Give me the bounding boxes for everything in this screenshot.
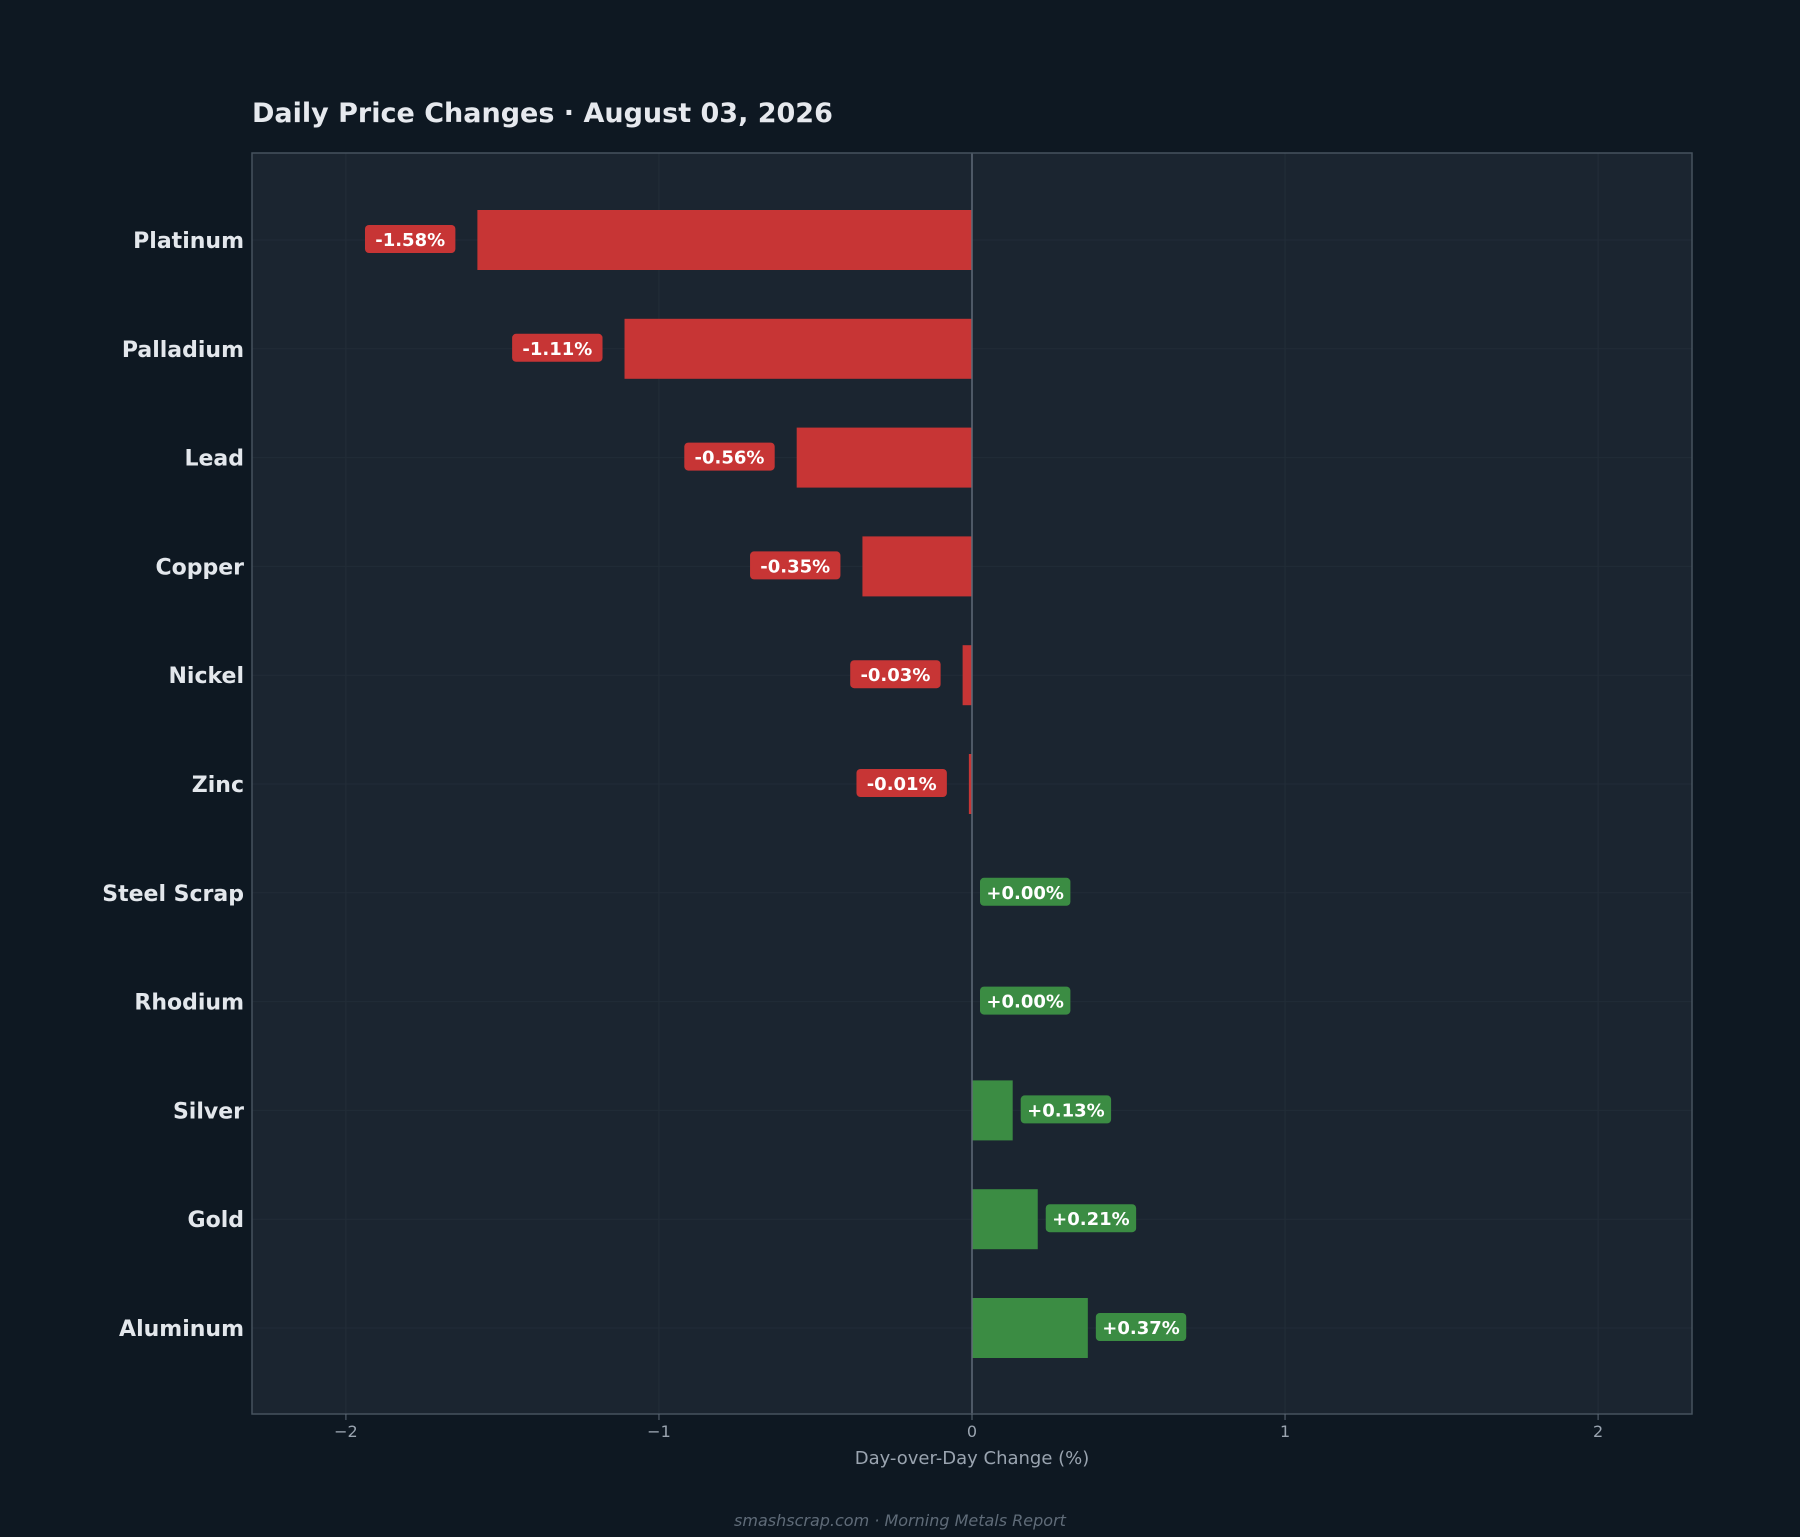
value-label-box xyxy=(1045,1204,1137,1233)
x-tick-label: −1 xyxy=(647,1422,671,1441)
x-tick-label: 0 xyxy=(967,1422,977,1441)
value-label-text: +0.37% xyxy=(1102,1318,1180,1339)
value-label-box xyxy=(364,225,456,253)
value-label-box xyxy=(684,442,775,471)
bar-platinum xyxy=(477,210,972,270)
bar-gold xyxy=(972,1189,1038,1250)
category-label: Lead xyxy=(184,447,244,472)
value-label: -0.56% xyxy=(684,442,775,471)
value-label-text: +0.13% xyxy=(1027,1100,1105,1121)
value-label: +0.00% xyxy=(980,986,1071,1015)
value-label: -0.35% xyxy=(750,551,841,580)
value-labels: -1.58% -1.11% -0.56% -0.35% -0.03% -0.01% +0.0… xyxy=(364,225,1187,1341)
bars xyxy=(477,210,1088,1358)
x-tick-label: 2 xyxy=(1593,1422,1603,1441)
value-label-text: +0.00% xyxy=(986,883,1064,904)
value-label: +0.21% xyxy=(1045,1204,1137,1233)
x-tick-label: 1 xyxy=(1280,1422,1290,1441)
bar-zinc xyxy=(968,754,972,814)
value-label-box xyxy=(850,660,941,689)
category-label: Aluminum xyxy=(119,1317,244,1342)
x-tick-label: −2 xyxy=(334,1422,358,1441)
value-label-text: -1.11% xyxy=(522,339,592,360)
category-label: Silver xyxy=(173,1099,244,1124)
bar-silver xyxy=(972,1080,1013,1141)
value-label-box xyxy=(512,333,603,362)
value-label-box xyxy=(856,769,947,797)
bar-nickel xyxy=(962,645,972,706)
chart-title: Daily Price Changes · August 03, 2026 xyxy=(252,98,833,129)
value-label-box xyxy=(750,551,841,580)
footer-credit: smashscrap.com · Morning Metals Report xyxy=(734,1511,1067,1530)
value-label-box xyxy=(980,877,1071,906)
value-label-text: -0.56% xyxy=(695,448,765,469)
value-label: +0.13% xyxy=(1020,1095,1112,1124)
bar-copper xyxy=(862,536,972,597)
value-label: -0.01% xyxy=(856,769,947,797)
value-label: +0.37% xyxy=(1095,1313,1187,1341)
value-label-text: +0.00% xyxy=(986,992,1064,1013)
category-label: Steel Scrap xyxy=(102,882,244,907)
value-label-text: -0.01% xyxy=(867,774,937,795)
category-labels: Platinum Palladium Lead Copper Nickel Zinc Ste… xyxy=(102,229,244,1342)
category-label: Platinum xyxy=(133,229,244,254)
category-label: Zinc xyxy=(192,773,244,798)
value-label-box xyxy=(1020,1095,1112,1124)
value-label-text: +0.21% xyxy=(1052,1209,1130,1230)
value-label: +0.00% xyxy=(980,877,1071,906)
value-label: -1.11% xyxy=(512,333,603,362)
category-label: Nickel xyxy=(169,664,245,689)
x-axis-label: Day-over-Day Change (%) xyxy=(855,1448,1090,1469)
value-label: -1.58% xyxy=(364,225,456,253)
category-label: Rhodium xyxy=(134,991,244,1016)
bar-lead xyxy=(796,427,972,488)
value-label-text: -0.35% xyxy=(760,556,830,577)
bar-aluminum xyxy=(972,1298,1088,1358)
category-label: Gold xyxy=(188,1208,244,1233)
bar-palladium xyxy=(624,318,972,379)
category-label: Palladium xyxy=(122,338,244,363)
value-label-text: -0.03% xyxy=(860,665,930,686)
category-label: Copper xyxy=(155,555,244,580)
value-label-box xyxy=(980,986,1071,1015)
value-label-box xyxy=(1095,1313,1187,1341)
x-axis-ticks: −2 −1 0 1 2 xyxy=(334,1414,1603,1441)
value-label-text: -1.58% xyxy=(375,230,445,251)
value-label: -0.03% xyxy=(850,660,941,689)
